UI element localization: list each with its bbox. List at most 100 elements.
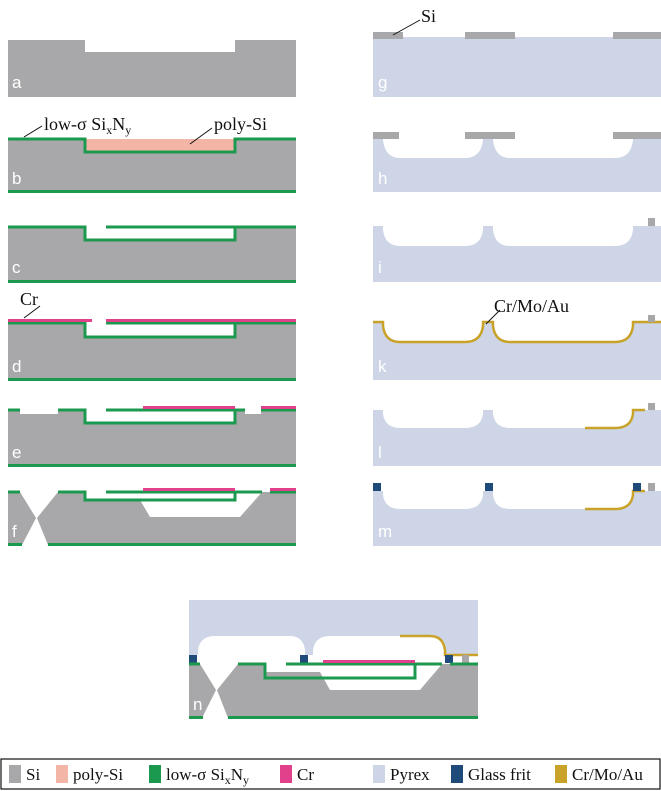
glass-frit-2 bbox=[300, 655, 308, 663]
nitride-bottom-left bbox=[8, 543, 22, 546]
si-wafer-left bbox=[189, 664, 216, 718]
cavity bbox=[85, 227, 235, 240]
cap-cavity-1 bbox=[198, 636, 305, 655]
etched-cavity-2 bbox=[493, 226, 633, 246]
opening-left bbox=[20, 405, 58, 414]
nitride-top bbox=[8, 408, 296, 425]
si-mesa bbox=[462, 655, 469, 663]
nitride-top bbox=[8, 490, 296, 502]
legend-label-nitride: low-σ SixNy bbox=[166, 765, 249, 787]
step-label-h: h bbox=[378, 169, 387, 188]
callout-nitride-text: low-σ SixNy bbox=[44, 114, 131, 137]
callout-cr: Cr bbox=[20, 289, 41, 319]
cr-layer-left bbox=[8, 319, 92, 322]
etched-trench bbox=[140, 492, 262, 517]
step-g-cross-section: g bbox=[373, 32, 661, 97]
etched-cavity-1 bbox=[383, 410, 483, 428]
legend-label-cr: Cr bbox=[297, 765, 314, 784]
step-k-cross-section: k bbox=[373, 315, 661, 380]
step-e-cross-section: e bbox=[8, 405, 296, 467]
etched-cavity-1 bbox=[383, 226, 483, 246]
crmoau-contact bbox=[400, 634, 478, 657]
step-label-a: a bbox=[12, 73, 22, 92]
nitride-top bbox=[8, 321, 296, 339]
step-f-cross-section: f bbox=[8, 488, 296, 546]
step-n-cross-section: n bbox=[189, 600, 478, 719]
legend-frame bbox=[0, 758, 661, 790]
cr-layer-right bbox=[270, 488, 296, 491]
si-wafer bbox=[8, 40, 296, 97]
glass-frit-3 bbox=[445, 655, 453, 663]
step-a-cross-section: a bbox=[8, 40, 296, 97]
cr-layer-right bbox=[261, 406, 296, 409]
etched-cavity-2 bbox=[493, 491, 633, 509]
nitride-bottom-right bbox=[228, 716, 478, 719]
step-label-k: k bbox=[378, 357, 387, 376]
si-wafer bbox=[8, 492, 36, 545]
cr-layer-right bbox=[106, 319, 296, 322]
si-mask-3 bbox=[613, 132, 661, 139]
callout-cr-text: Cr bbox=[20, 289, 38, 309]
step-l-cross-section: l bbox=[373, 403, 661, 466]
step-label-c: c bbox=[12, 258, 21, 277]
si-mask-3 bbox=[613, 32, 661, 39]
step-label-n: n bbox=[193, 695, 202, 714]
step-label-e: e bbox=[12, 443, 21, 462]
cavity bbox=[85, 323, 235, 337]
step-b-cross-section: b bbox=[8, 137, 296, 193]
crmoau-contact bbox=[585, 408, 645, 430]
nitride-bottom bbox=[8, 280, 296, 283]
cavity bbox=[85, 410, 235, 423]
poly-si-layer bbox=[85, 139, 235, 152]
legend-swatch-glass-frit bbox=[451, 765, 463, 783]
si-mask-1 bbox=[373, 32, 403, 39]
legend-swatch-pyrex bbox=[373, 765, 385, 783]
step-h-cross-section: h bbox=[373, 132, 661, 192]
legend-label-crmoau: Cr/Mo/Au bbox=[572, 765, 643, 784]
legend-swatch-si bbox=[9, 765, 21, 783]
step-d-cross-section: d bbox=[8, 319, 296, 381]
etched-cavity-1 bbox=[383, 136, 483, 158]
step-label-f: f bbox=[12, 522, 17, 541]
glass-frit-1 bbox=[373, 483, 381, 491]
etched-cavity-1 bbox=[383, 322, 483, 342]
nitride-top bbox=[8, 137, 296, 154]
nitride-bottom bbox=[8, 378, 296, 381]
callout-crmoau: Cr/Mo/Au bbox=[485, 296, 569, 325]
legend-swatch-crmoau bbox=[555, 765, 567, 783]
glass-frit-1 bbox=[189, 655, 197, 663]
si-wafer-right bbox=[425, 664, 478, 688]
si-wafer-right bbox=[245, 492, 296, 515]
legend-swatch-poly-si bbox=[56, 765, 68, 783]
legend-label-pyrex: Pyrex bbox=[390, 765, 430, 784]
si-mask-1 bbox=[373, 132, 399, 139]
callout-poly-si: poly-Si bbox=[189, 114, 267, 145]
step-label-l: l bbox=[378, 443, 382, 462]
nitride-bottom bbox=[8, 464, 296, 467]
cap-cavity-2 bbox=[313, 636, 445, 655]
step-label-i: i bbox=[378, 258, 382, 277]
crmoau-contact bbox=[585, 489, 645, 511]
legend-label-glass-frit: Glass frit bbox=[468, 765, 531, 784]
etched-cavity-2 bbox=[493, 410, 633, 428]
si-mesa bbox=[648, 218, 655, 226]
cr-layer bbox=[323, 660, 415, 663]
step-label-b: b bbox=[12, 169, 21, 188]
etched-cavity-2 bbox=[493, 136, 633, 158]
legend: Si poly-Si low-σ SixNy Cr Pyrex Glass fr… bbox=[0, 758, 661, 790]
si-mask-2 bbox=[465, 132, 515, 139]
legend-swatch-cr bbox=[280, 765, 292, 783]
opening-right bbox=[245, 405, 261, 414]
etched-cavity-2 bbox=[493, 322, 633, 342]
etched-cavity-1 bbox=[383, 491, 483, 509]
step-m-cross-section: m bbox=[373, 483, 661, 546]
callout-si: Si bbox=[392, 6, 436, 36]
legend-label-si: Si bbox=[26, 765, 40, 784]
step-label-d: d bbox=[12, 357, 21, 376]
nitride-bottom-right bbox=[48, 543, 296, 546]
step-i-cross-section: i bbox=[373, 218, 661, 282]
step-c-cross-section: c bbox=[8, 225, 296, 283]
callout-poly-si-text: poly-Si bbox=[214, 114, 267, 134]
step-label-m: m bbox=[378, 522, 392, 541]
